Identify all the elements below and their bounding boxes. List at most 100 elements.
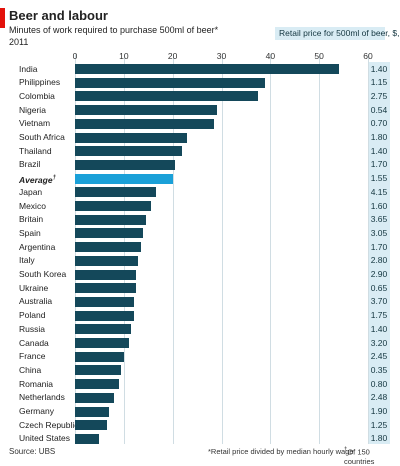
data-bar xyxy=(75,91,259,102)
category-label: Italy xyxy=(19,255,35,266)
category-label: South Korea xyxy=(19,269,67,279)
x-tick-label: 0 xyxy=(72,51,78,61)
category-label: Mexico xyxy=(19,200,46,211)
data-bar xyxy=(75,406,110,417)
category-label: Germany xyxy=(19,406,54,416)
data-bar xyxy=(75,379,119,390)
price-label: 0.35 xyxy=(370,364,388,375)
average-dagger: † xyxy=(52,175,56,182)
price-label: 2.80 xyxy=(370,255,388,266)
x-tick-label: 60 xyxy=(363,51,373,61)
data-bar xyxy=(75,351,124,362)
category-label: Netherlands xyxy=(19,392,65,403)
price-label: 0.70 xyxy=(370,118,388,129)
price-label: 0.80 xyxy=(370,378,388,389)
category-label: Nigeria xyxy=(19,104,46,115)
category-label: Argentina xyxy=(19,241,56,252)
data-bar xyxy=(75,420,107,431)
price-column-panel xyxy=(368,62,390,444)
data-bar xyxy=(75,77,266,88)
price-label: 2.75 xyxy=(370,90,388,101)
price-label: 0.65 xyxy=(370,282,388,293)
data-bar xyxy=(75,324,132,335)
chart-subtitle: Minutes of work required to purchase 500… xyxy=(9,25,219,35)
source-note: Source: UBS xyxy=(9,447,56,456)
data-bar xyxy=(75,338,129,348)
category-label: China xyxy=(19,364,42,375)
grid-line xyxy=(319,54,321,444)
category-label: India xyxy=(19,63,38,74)
data-bar xyxy=(75,255,139,266)
x-tick-label: 50 xyxy=(314,51,324,61)
category-label: France xyxy=(19,351,46,362)
category-label: Ukraine xyxy=(19,282,49,293)
price-label: 1.90 xyxy=(370,406,388,416)
category-label: Vietnam xyxy=(19,118,51,129)
data-bar xyxy=(75,64,339,74)
category-label: Spain xyxy=(19,227,41,238)
price-label: 2.90 xyxy=(370,269,388,279)
price-label: 0.54 xyxy=(370,104,388,115)
price-label: 1.40 xyxy=(370,63,388,74)
price-column-header: Retail price for 500ml of beer, $, 2011 xyxy=(275,27,400,40)
price-label: 1.25 xyxy=(370,419,388,430)
grid-line xyxy=(368,54,369,444)
price-label: 2.48 xyxy=(370,392,388,403)
data-bar xyxy=(75,105,217,116)
category-label: Philippines xyxy=(19,77,61,88)
data-bar xyxy=(75,392,115,403)
price-label: 4.15 xyxy=(370,186,388,197)
data-bar xyxy=(75,269,137,280)
data-bar xyxy=(75,296,134,307)
price-label: 3.65 xyxy=(370,214,388,225)
average-footnote-text: Of 150 countries xyxy=(344,447,375,466)
price-label: 2.45 xyxy=(370,351,388,362)
data-bar xyxy=(75,132,188,143)
data-bar xyxy=(75,187,156,198)
price-label: 1.80 xyxy=(370,433,388,444)
chart-year: 2011 xyxy=(9,37,29,47)
price-label: 1.75 xyxy=(370,310,388,321)
category-label: Average† xyxy=(19,174,56,185)
category-label: United States xyxy=(19,433,71,444)
data-bar xyxy=(75,433,100,444)
category-label: Czech Republic xyxy=(19,419,79,430)
price-label: 1.15 xyxy=(370,77,388,88)
x-tick-label: 40 xyxy=(265,51,276,61)
grid-line xyxy=(172,54,174,444)
grid-line xyxy=(221,54,223,444)
category-label: Poland xyxy=(19,310,46,321)
category-label: Brazil xyxy=(19,159,41,170)
grid-line xyxy=(270,54,272,444)
price-label: 3.20 xyxy=(370,337,388,348)
chart-title: Beer and labour xyxy=(9,8,108,23)
data-bar xyxy=(75,214,146,225)
data-bar xyxy=(75,159,176,170)
category-label: Australia xyxy=(19,296,53,307)
category-label: Romania xyxy=(19,378,54,389)
data-bar xyxy=(75,146,183,157)
data-bar xyxy=(75,283,137,294)
price-label: 3.05 xyxy=(370,227,388,238)
category-label: Russia xyxy=(19,323,45,334)
data-bar xyxy=(75,365,122,376)
data-bar xyxy=(75,118,215,129)
x-tick-label: 20 xyxy=(167,51,178,61)
price-label: 1.55 xyxy=(370,173,388,184)
category-label: Japan xyxy=(19,186,43,197)
dagger-mark: † xyxy=(344,447,348,453)
category-label: Canada xyxy=(19,337,49,348)
average-footnote: †Of 150 countries xyxy=(344,447,400,466)
category-label: Colombia xyxy=(19,90,55,101)
data-bar xyxy=(75,242,141,253)
accent-tab xyxy=(0,8,5,28)
price-label: 1.40 xyxy=(370,323,388,334)
x-tick-label: 10 xyxy=(119,51,129,61)
price-label: 1.80 xyxy=(370,132,388,142)
price-label: 1.40 xyxy=(370,145,388,156)
price-footnote: *Retail price divided by median hourly w… xyxy=(208,447,354,456)
price-label: 1.60 xyxy=(370,200,388,211)
category-label: Thailand xyxy=(19,145,52,156)
average-bar xyxy=(75,173,173,184)
price-label: 1.70 xyxy=(370,241,388,252)
